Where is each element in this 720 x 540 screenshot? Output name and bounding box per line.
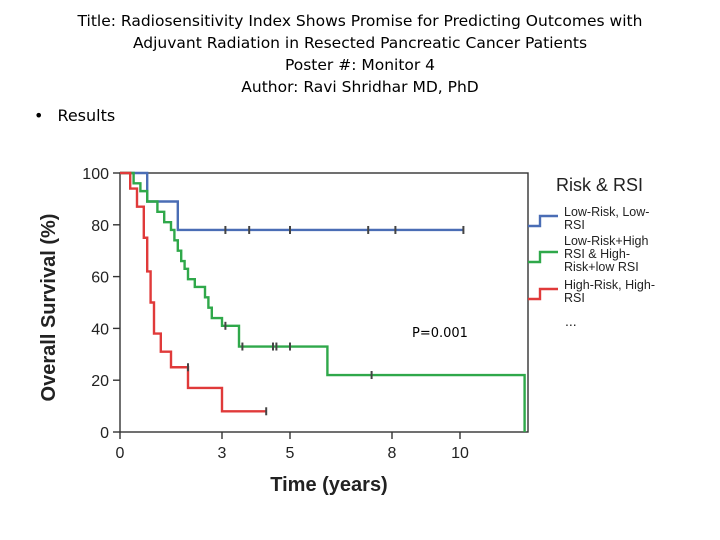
legend-item-2: Low-Risk+High RSI & High-Risk+low RSI — [528, 234, 648, 274]
results-label: Results — [57, 106, 116, 125]
series-1 — [120, 171, 465, 234]
y-tick-label: 20 — [91, 373, 109, 390]
y-axis-label: Overall Survival (%) — [38, 214, 60, 402]
km-curve — [120, 171, 267, 413]
legend-item-1: Low-Risk, Low-RSI — [528, 205, 649, 232]
title-line-1: Title: Radiosensitivity Index Shows Prom… — [77, 12, 643, 30]
series-2 — [120, 171, 526, 432]
legend-label: High-Risk, High-RSI — [564, 278, 655, 305]
title-line-4: Author: Ravi Shridhar MD, PhD — [241, 78, 479, 96]
x-tick-label: 0 — [116, 445, 125, 462]
p-value-annotation: P=0.001 — [412, 326, 468, 341]
y-tick-label: 100 — [82, 166, 109, 183]
legend-swatch — [528, 214, 558, 228]
legend-item-3: High-Risk, High-RSI — [528, 278, 655, 305]
legend-swatch — [528, 250, 558, 264]
legend-label: Low-Risk+High RSI & High-Risk+low RSI — [564, 234, 648, 274]
legend-title: Risk & RSI — [556, 175, 643, 195]
plot-frame — [119, 172, 529, 433]
bullet-dot: • — [34, 106, 44, 125]
y-tick-label: 60 — [91, 270, 109, 287]
legend-swatch — [528, 287, 558, 301]
y-tick-label: 0 — [100, 425, 109, 442]
x-tick-label: 10 — [451, 445, 469, 462]
slide-title: Title: Radiosensitivity Index Shows Prom… — [0, 10, 720, 98]
title-line-3: Poster #: Monitor 4 — [284, 56, 436, 74]
km-curve — [120, 171, 526, 432]
legend-label: Low-Risk, Low-RSI — [564, 205, 649, 232]
legend-more: ... — [565, 313, 577, 329]
x-tick-label: 8 — [388, 445, 397, 462]
results-bullet: • Results — [34, 106, 115, 125]
x-tick-label: 3 — [218, 445, 227, 462]
title-line-2: Adjuvant Radiation in Resected Pancreati… — [132, 34, 588, 52]
y-tick-label: 40 — [91, 321, 109, 338]
x-axis-label: Time (years) — [270, 474, 387, 496]
y-tick-label: 80 — [91, 218, 109, 235]
series-3 — [120, 171, 268, 416]
x-tick-label: 5 — [286, 445, 295, 462]
